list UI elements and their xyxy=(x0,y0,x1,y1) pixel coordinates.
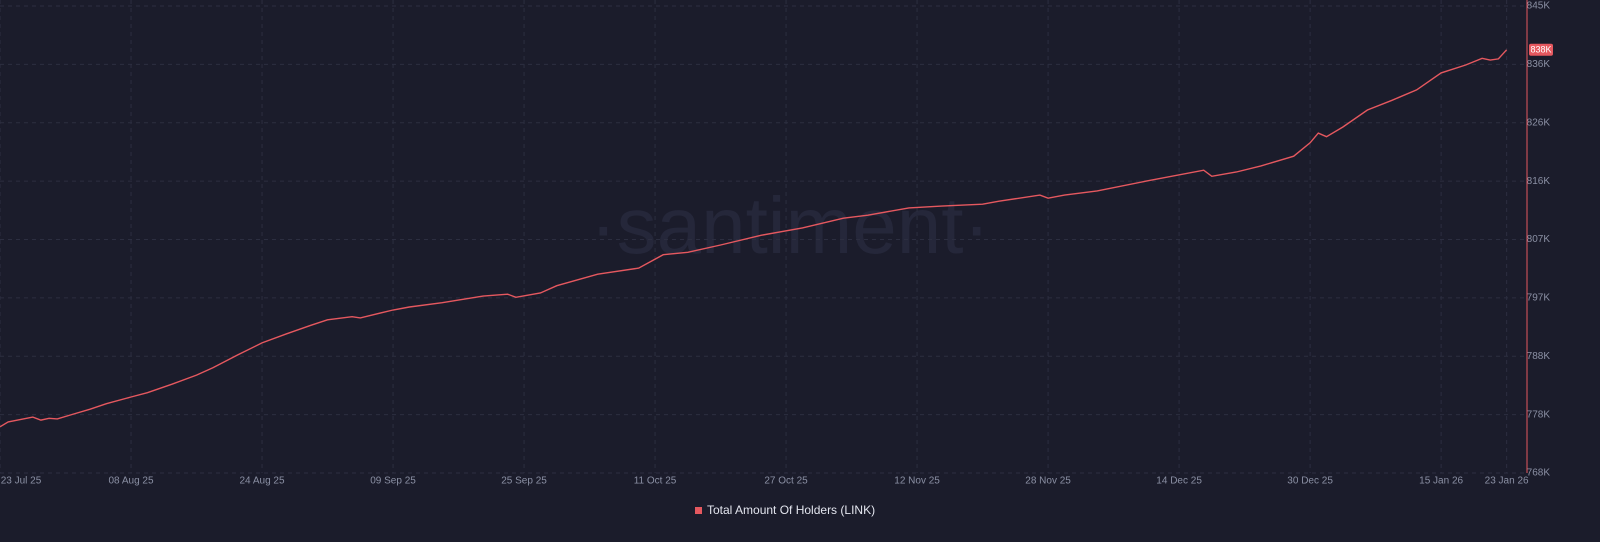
y-tick-label: 778K xyxy=(1527,409,1551,420)
y-tick-label: 768K xyxy=(1527,468,1551,479)
y-tick-label: 845K xyxy=(1527,1,1551,12)
y-tick-label: 807K xyxy=(1527,234,1551,245)
x-tick-label: 28 Nov 25 xyxy=(1025,476,1071,487)
current-value-label: 838K xyxy=(1530,45,1551,55)
x-tick-label: 09 Sep 25 xyxy=(370,476,416,487)
x-tick-label: 14 Dec 25 xyxy=(1156,476,1202,487)
x-tick-label: 30 Dec 25 xyxy=(1287,476,1333,487)
x-tick-label: 15 Jan 26 xyxy=(1419,476,1463,487)
x-tick-label: 25 Sep 25 xyxy=(501,476,547,487)
x-tick-label: 24 Aug 25 xyxy=(239,476,284,487)
x-tick-label: 11 Oct 25 xyxy=(634,476,677,487)
y-tick-label: 826K xyxy=(1527,117,1551,128)
x-tick-label: 08 Aug 25 xyxy=(108,476,153,487)
x-tick-label: 23 Jul 25 xyxy=(1,476,42,487)
legend-swatch xyxy=(695,507,702,514)
x-tick-label: 23 Jan 26 xyxy=(1485,476,1529,487)
x-tick-label: 27 Oct 25 xyxy=(764,476,808,487)
current-value-tag xyxy=(1529,43,1553,56)
watermark: ·santiment· xyxy=(590,181,990,270)
x-tick-label: 12 Nov 25 xyxy=(894,476,940,487)
y-tick-label: 816K xyxy=(1527,176,1551,187)
y-tick-label: 797K xyxy=(1527,293,1551,304)
data-line xyxy=(0,49,1508,428)
y-tick-label: 836K xyxy=(1527,59,1551,70)
legend-label: Total Amount Of Holders (LINK) xyxy=(707,503,875,517)
y-tick-label: 788K xyxy=(1527,351,1551,362)
